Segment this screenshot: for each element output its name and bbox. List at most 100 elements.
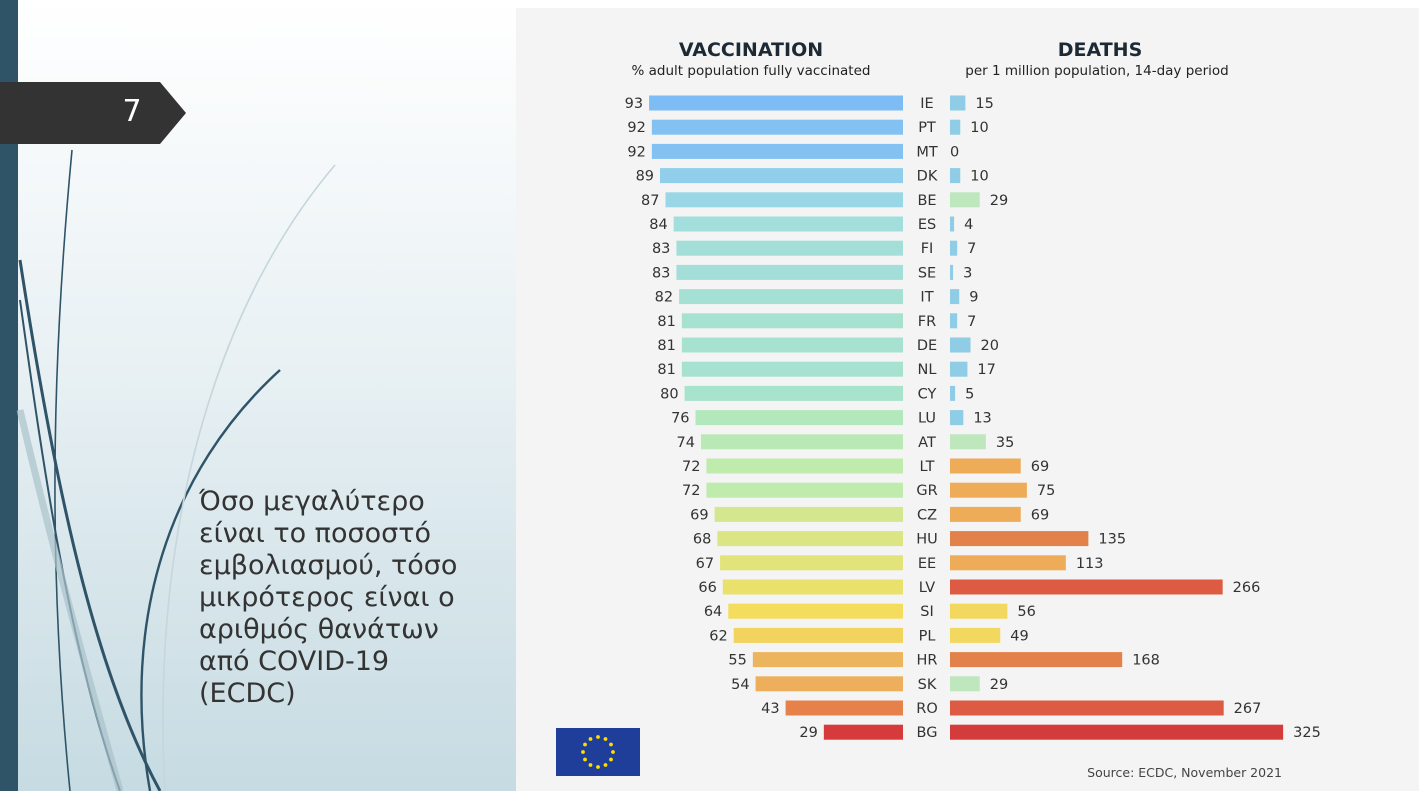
deaths-value-lu: 13 — [973, 411, 991, 427]
slide-body-text: Όσο μεγαλύτερο είναι το ποσοστό εμβολιασ… — [199, 486, 458, 709]
deaths-value-hr: 168 — [1132, 653, 1160, 669]
deaths-value-lv: 266 — [1233, 580, 1261, 596]
country-label-ro: RO — [916, 701, 938, 717]
vaccination-value-mt: 92 — [627, 144, 645, 160]
vaccination-value-hr: 55 — [728, 653, 746, 669]
country-label-pl: PL — [919, 628, 936, 644]
vaccination-subtitle: % adult population fully vaccinated — [632, 63, 871, 79]
vaccination-bar-fi — [676, 240, 903, 256]
slide-sidebar: 7 Όσο μεγαλύτερο είναι το ποσοστό εμβολι… — [0, 0, 516, 791]
vaccination-bar-be — [665, 192, 903, 208]
deaths-value-mt: 0 — [950, 144, 959, 160]
deaths-bar-at — [950, 434, 986, 450]
vaccination-bar-gr — [706, 482, 903, 498]
page-number: 7 — [122, 94, 142, 129]
vaccination-bar-sk — [755, 676, 903, 692]
country-label-bg: BG — [917, 725, 938, 741]
vaccination-value-lu: 76 — [671, 411, 689, 427]
vaccination-bar-cy — [684, 385, 903, 401]
deaths-value-sk: 29 — [990, 677, 1008, 693]
vaccination-bar-hr — [752, 652, 903, 668]
vaccination-bar-es — [673, 216, 903, 232]
country-label-nl: NL — [918, 362, 937, 378]
flag-star — [581, 750, 585, 754]
deaths-bar-fi — [950, 240, 958, 256]
vaccination-value-ee: 67 — [696, 556, 714, 572]
vaccination-bar-pl — [733, 627, 903, 643]
vaccination-value-se: 83 — [652, 265, 670, 281]
deaths-value-pt: 10 — [970, 120, 988, 136]
country-label-gr: GR — [916, 483, 937, 499]
country-label-lu: LU — [918, 411, 936, 427]
country-label-es: ES — [918, 217, 936, 233]
vaccination-bar-cz — [714, 506, 903, 522]
vaccination-bar-nl — [681, 361, 903, 377]
deaths-value-at: 35 — [996, 435, 1014, 451]
vaccination-value-pl: 62 — [709, 628, 727, 644]
vaccination-value-ie: 93 — [625, 96, 643, 112]
flag-star — [603, 737, 608, 741]
vaccination-bar-ro — [785, 700, 903, 716]
country-label-se: SE — [918, 265, 936, 281]
vaccination-value-fr: 81 — [657, 314, 675, 330]
deaths-value-hu: 135 — [1098, 532, 1126, 548]
left-accent-stripe — [0, 0, 18, 791]
vaccination-value-at: 74 — [677, 435, 695, 451]
deaths-bar-hu — [950, 531, 1089, 547]
vaccination-value-sk: 54 — [731, 677, 749, 693]
flag-star — [603, 763, 608, 767]
vaccination-bar-lu — [695, 410, 903, 426]
deaths-bar-hr — [950, 652, 1123, 668]
eu-flag-icon — [556, 728, 640, 776]
deaths-bar-lt — [950, 458, 1021, 474]
deaths-value-be: 29 — [990, 193, 1008, 209]
deaths-bar-gr — [950, 482, 1027, 498]
country-label-hu: HU — [916, 532, 938, 548]
deaths-bar-es — [950, 216, 955, 232]
vaccination-bar-mt — [651, 143, 903, 159]
vaccination-bar-lt — [706, 458, 903, 474]
vaccination-value-gr: 72 — [682, 483, 700, 499]
vaccination-value-cy: 80 — [660, 386, 678, 402]
vaccination-value-pt: 92 — [627, 120, 645, 136]
deaths-value-fr: 7 — [967, 314, 976, 330]
deaths-bar-pt — [950, 119, 961, 135]
vaccination-value-bg: 29 — [799, 725, 817, 741]
infographic: VACCINATION % adult population fully vac… — [516, 8, 1419, 791]
vaccination-value-de: 81 — [657, 338, 675, 354]
deaths-bar-fr — [950, 313, 958, 329]
deaths-value-gr: 75 — [1037, 483, 1055, 499]
deaths-bar-ro — [950, 700, 1224, 716]
vaccination-title: VACCINATION — [679, 39, 823, 61]
deaths-value-bg: 325 — [1293, 725, 1321, 741]
page-number-tab — [0, 82, 186, 144]
flag-star — [609, 742, 613, 747]
vaccination-bar-at — [700, 434, 903, 450]
country-label-lt: LT — [920, 459, 935, 475]
deaths-value-ie: 15 — [975, 96, 993, 112]
vaccination-bar-de — [681, 337, 903, 353]
deaths-bar-sk — [950, 676, 980, 692]
deaths-value-si: 56 — [1017, 604, 1035, 620]
vaccination-value-dk: 89 — [636, 169, 654, 185]
country-label-mt: MT — [916, 144, 938, 160]
deaths-value-se: 3 — [963, 265, 972, 281]
chart-canvas: VACCINATION % adult population fully vac… — [556, 39, 1321, 780]
vaccination-bar-bg — [823, 724, 903, 740]
deaths-bar-ie — [950, 95, 966, 111]
deaths-value-lt: 69 — [1031, 459, 1049, 475]
country-label-fi: FI — [921, 241, 934, 257]
country-label-be: BE — [917, 193, 936, 209]
deaths-value-dk: 10 — [970, 169, 988, 185]
deaths-value-de: 20 — [981, 338, 999, 354]
country-label-ie: IE — [920, 96, 933, 112]
deaths-bar-pl — [950, 627, 1001, 643]
deaths-value-cz: 69 — [1031, 507, 1049, 523]
deaths-bar-de — [950, 337, 971, 353]
flag-star — [583, 742, 587, 747]
vaccination-value-lt: 72 — [682, 459, 700, 475]
vaccination-value-ro: 43 — [761, 701, 779, 717]
country-label-pt: PT — [918, 120, 936, 136]
deaths-value-es: 4 — [964, 217, 973, 233]
